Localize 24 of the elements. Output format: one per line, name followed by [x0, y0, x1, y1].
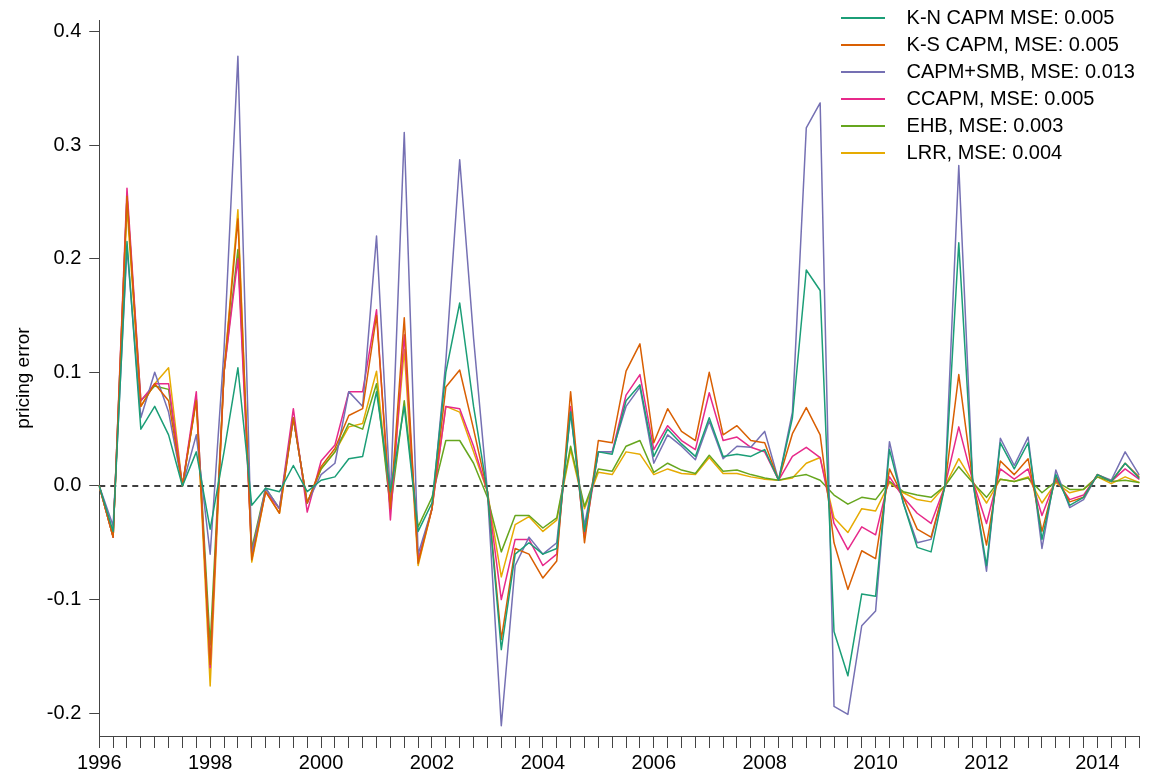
y-tick-label: 0.4 — [53, 18, 82, 41]
y-axis-title: pricing error — [11, 326, 33, 429]
y-tick-label: 0.0 — [53, 473, 82, 496]
legend-label: LRR, MSE: 0.004 — [906, 140, 1063, 165]
y-tick-label: -0.1 — [46, 587, 82, 610]
x-tick-label: 2008 — [742, 750, 787, 773]
x-tick-label: 2010 — [853, 750, 898, 773]
y-tick-label: -0.2 — [46, 700, 82, 723]
y-tick-label: 0.1 — [53, 359, 82, 382]
x-tick-label: 2004 — [520, 750, 566, 773]
x-tick-label: 1998 — [187, 750, 233, 773]
legend-label: EHB, MSE: 0.003 — [906, 113, 1064, 138]
legend-label: CAPM+SMB, MSE: 0.013 — [906, 59, 1135, 84]
x-tick-label: 2002 — [409, 750, 455, 773]
legend-label: CCAPM, MSE: 0.005 — [906, 86, 1095, 111]
x-tick-label: 2014 — [1075, 750, 1120, 773]
legend-label: K-S CAPM, MSE: 0.005 — [906, 32, 1119, 57]
y-tick-label: 0.3 — [53, 132, 82, 155]
legend-label: K-N CAPM MSE: 0.005 — [906, 5, 1115, 30]
x-tick-label: 1996 — [77, 750, 122, 773]
y-tick-label: 0.2 — [53, 246, 82, 269]
x-tick-label: 2006 — [631, 750, 677, 773]
x-tick-label: 2000 — [298, 750, 344, 773]
x-tick-label: 2012 — [964, 750, 1009, 773]
